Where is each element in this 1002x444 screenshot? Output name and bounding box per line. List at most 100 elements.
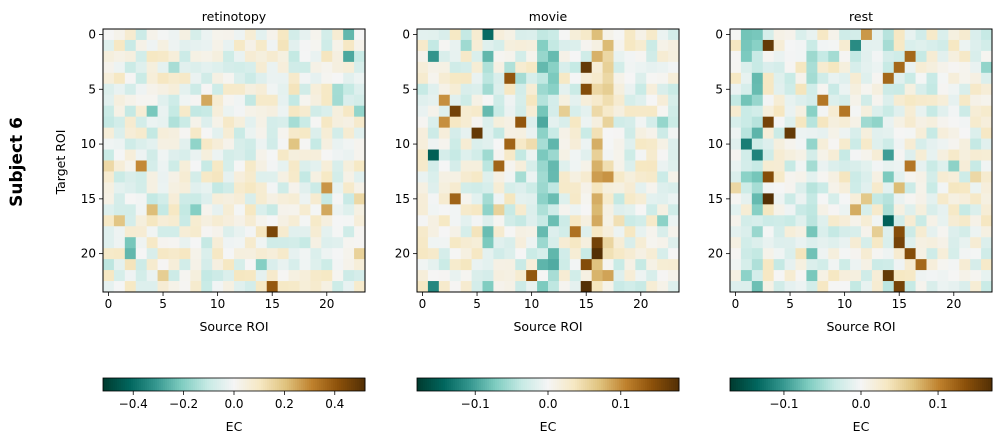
- heatmap-cell: [299, 116, 311, 129]
- heatmap-cell: [850, 281, 862, 293]
- heatmap-cell: [277, 105, 289, 118]
- heatmap-cell: [926, 160, 938, 172]
- colorbar-tick-label: 0.0: [224, 397, 243, 411]
- colorbar-segment: [183, 378, 186, 391]
- heatmap-cell: [179, 182, 191, 194]
- colorbar-segment: [639, 378, 642, 391]
- heatmap-cell: [762, 39, 775, 52]
- heatmap-cell: [157, 116, 169, 129]
- heatmap-cell: [784, 226, 796, 238]
- heatmap-cell: [471, 270, 483, 282]
- heatmap-cell: [332, 39, 344, 52]
- heatmap-cell: [168, 237, 180, 249]
- heatmap-cell: [277, 193, 289, 205]
- colorbar-segment: [854, 378, 857, 391]
- heatmap-cell: [417, 94, 429, 107]
- heatmap-cell: [310, 29, 322, 41]
- heatmap-cell: [817, 215, 829, 227]
- heatmap-cell: [103, 248, 115, 260]
- heatmap-cell: [354, 182, 366, 194]
- heatmap-cell: [255, 237, 268, 249]
- heatmap-cell: [806, 138, 818, 150]
- heatmap-cell: [515, 127, 527, 139]
- colorbar-segment: [826, 378, 829, 391]
- heatmap-cell: [234, 50, 246, 63]
- colorbar-segment: [167, 378, 170, 391]
- heatmap-cell: [970, 215, 982, 227]
- heatmap-cell: [657, 94, 669, 107]
- heatmap-cell: [124, 193, 137, 205]
- colorbar-segment: [609, 378, 612, 391]
- heatmap-cell: [646, 39, 658, 52]
- heatmap-cell: [668, 50, 680, 63]
- heatmap-cell: [981, 193, 993, 205]
- heatmap-cell: [482, 193, 494, 205]
- heatmap-cell: [157, 215, 169, 227]
- heatmap-cell: [438, 105, 451, 118]
- colorbar-segment: [285, 378, 288, 391]
- heatmap-cell: [493, 270, 505, 282]
- heatmap-cell: [212, 149, 224, 161]
- colorbar-segment: [844, 378, 847, 391]
- heatmap-cell: [817, 193, 829, 205]
- heatmap-cell: [124, 248, 137, 260]
- x-tick-label: 15: [579, 297, 594, 311]
- heatmap-cell: [569, 215, 582, 227]
- heatmap-cell: [740, 193, 753, 205]
- heatmap-cell: [493, 215, 505, 227]
- heatmap-cell: [124, 226, 137, 238]
- heatmap-cell: [493, 138, 505, 150]
- heatmap-cell: [113, 226, 126, 238]
- heatmap-cell: [343, 116, 355, 129]
- heatmap-cell: [266, 193, 279, 205]
- colorbar-segment: [161, 378, 164, 391]
- heatmap-cell: [255, 226, 268, 238]
- heatmap-cell: [580, 105, 593, 118]
- heatmap-cell: [168, 50, 180, 63]
- heatmap-cell: [635, 105, 647, 118]
- heatmap-cell: [255, 259, 268, 271]
- heatmap-cell: [970, 50, 982, 63]
- heatmap-cell: [427, 237, 440, 249]
- heatmap-cell: [103, 160, 115, 172]
- colorbar-segment: [902, 378, 905, 391]
- heatmap-cell: [646, 72, 658, 85]
- heatmap-cell: [740, 215, 753, 227]
- heatmap-cell: [646, 105, 658, 118]
- heatmap-cell: [266, 248, 279, 260]
- heatmap-cell: [970, 226, 982, 238]
- colorbar-segment: [740, 378, 743, 391]
- heatmap-cell: [817, 83, 829, 96]
- heatmap-cell: [354, 226, 366, 238]
- heatmap-cell: [773, 83, 785, 96]
- heatmap-cell: [482, 50, 494, 63]
- colorbar-segment: [277, 378, 280, 391]
- heatmap-cell: [904, 182, 916, 194]
- heatmap-cell: [668, 138, 680, 150]
- heatmap-cell: [926, 50, 938, 63]
- heatmap-cell: [449, 226, 462, 238]
- heatmap-cell: [449, 29, 462, 41]
- heatmap-cell: [591, 237, 603, 249]
- heatmap-cell: [548, 270, 560, 282]
- heatmap-cell: [762, 193, 775, 205]
- heatmap-cell: [157, 193, 169, 205]
- heatmap-cell: [504, 215, 516, 227]
- heatmap-cell: [730, 171, 742, 183]
- heatmap-cell: [168, 29, 180, 41]
- heatmap-cell: [471, 50, 483, 63]
- colorbar-segment: [810, 378, 813, 391]
- colorbar-segment: [323, 378, 326, 391]
- colorbar-segment: [882, 378, 885, 391]
- heatmap-cell: [806, 94, 818, 107]
- heatmap-cell: [190, 193, 202, 205]
- heatmap-cell: [635, 171, 647, 183]
- heatmap-cell: [537, 160, 549, 172]
- heatmap-cell: [244, 105, 257, 118]
- heatmap-cell: [332, 215, 344, 227]
- heatmap-cell: [135, 149, 148, 161]
- heatmap-cell: [948, 105, 960, 118]
- heatmap-cell: [948, 248, 960, 260]
- heatmap-cell: [817, 127, 829, 139]
